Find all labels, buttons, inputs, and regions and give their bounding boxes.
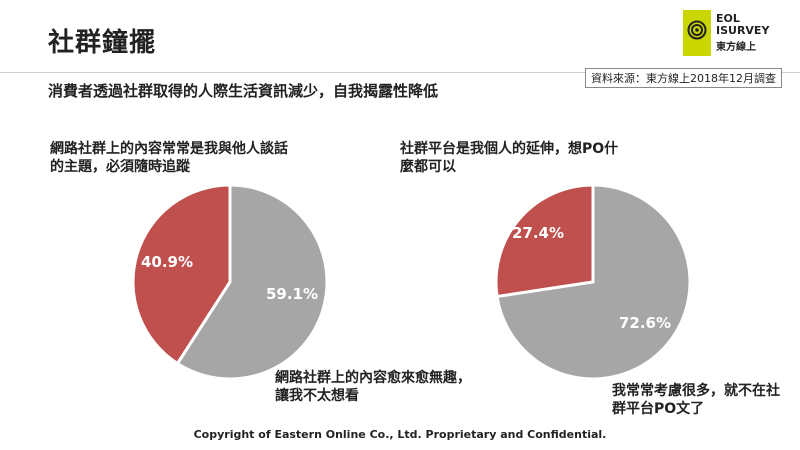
eol-isurvey-logo: EOL ISURVEY 東方線上	[683, 10, 795, 56]
source-note: 資料來源：東方線上2018年12月調查	[585, 68, 782, 88]
pie2-slice-grey	[495, 183, 692, 381]
pie2-grey-slice-caption: 我常常考慮很多，就不在社群平台PO文了	[612, 383, 780, 417]
copyright-footer: Copyright of Eastern Online Co., Ltd. Pr…	[193, 428, 607, 441]
logo-text-isurvey: ISURVEY	[716, 24, 770, 37]
pie1-value-label-grey: 59.1%	[266, 285, 318, 303]
title-divider	[0, 72, 800, 73]
page-subtitle: 消費者透過社群取得的人際生活資訊減少，自我揭露性降低	[48, 82, 439, 100]
pie1-grey-slice-caption: 網路社群上的內容愈來愈無趣，讓我不太想看	[275, 370, 471, 404]
logo-text-chinese: 東方線上	[716, 42, 756, 53]
pie2-value-label-red: 27.4%	[512, 224, 564, 242]
pie1-red-slice-caption: 網路社群上的內容常常是我與他人談話的主題，必須隨時追蹤	[50, 141, 288, 175]
pie2-red-slice-caption: 社群平台是我個人的延伸，想PO什麼都可以	[400, 141, 619, 175]
pie2-slice-red	[494, 183, 595, 299]
eye-spiral-icon	[687, 20, 707, 40]
pie1-slice-grey	[175, 183, 329, 381]
logo-badge	[683, 10, 711, 56]
page-title: 社群鐘擺	[48, 28, 157, 58]
pie2-value-label-grey: 72.6%	[619, 314, 671, 332]
pie1-value-label-red: 40.9%	[141, 253, 193, 271]
logo-text-eol: EOL	[716, 12, 740, 25]
